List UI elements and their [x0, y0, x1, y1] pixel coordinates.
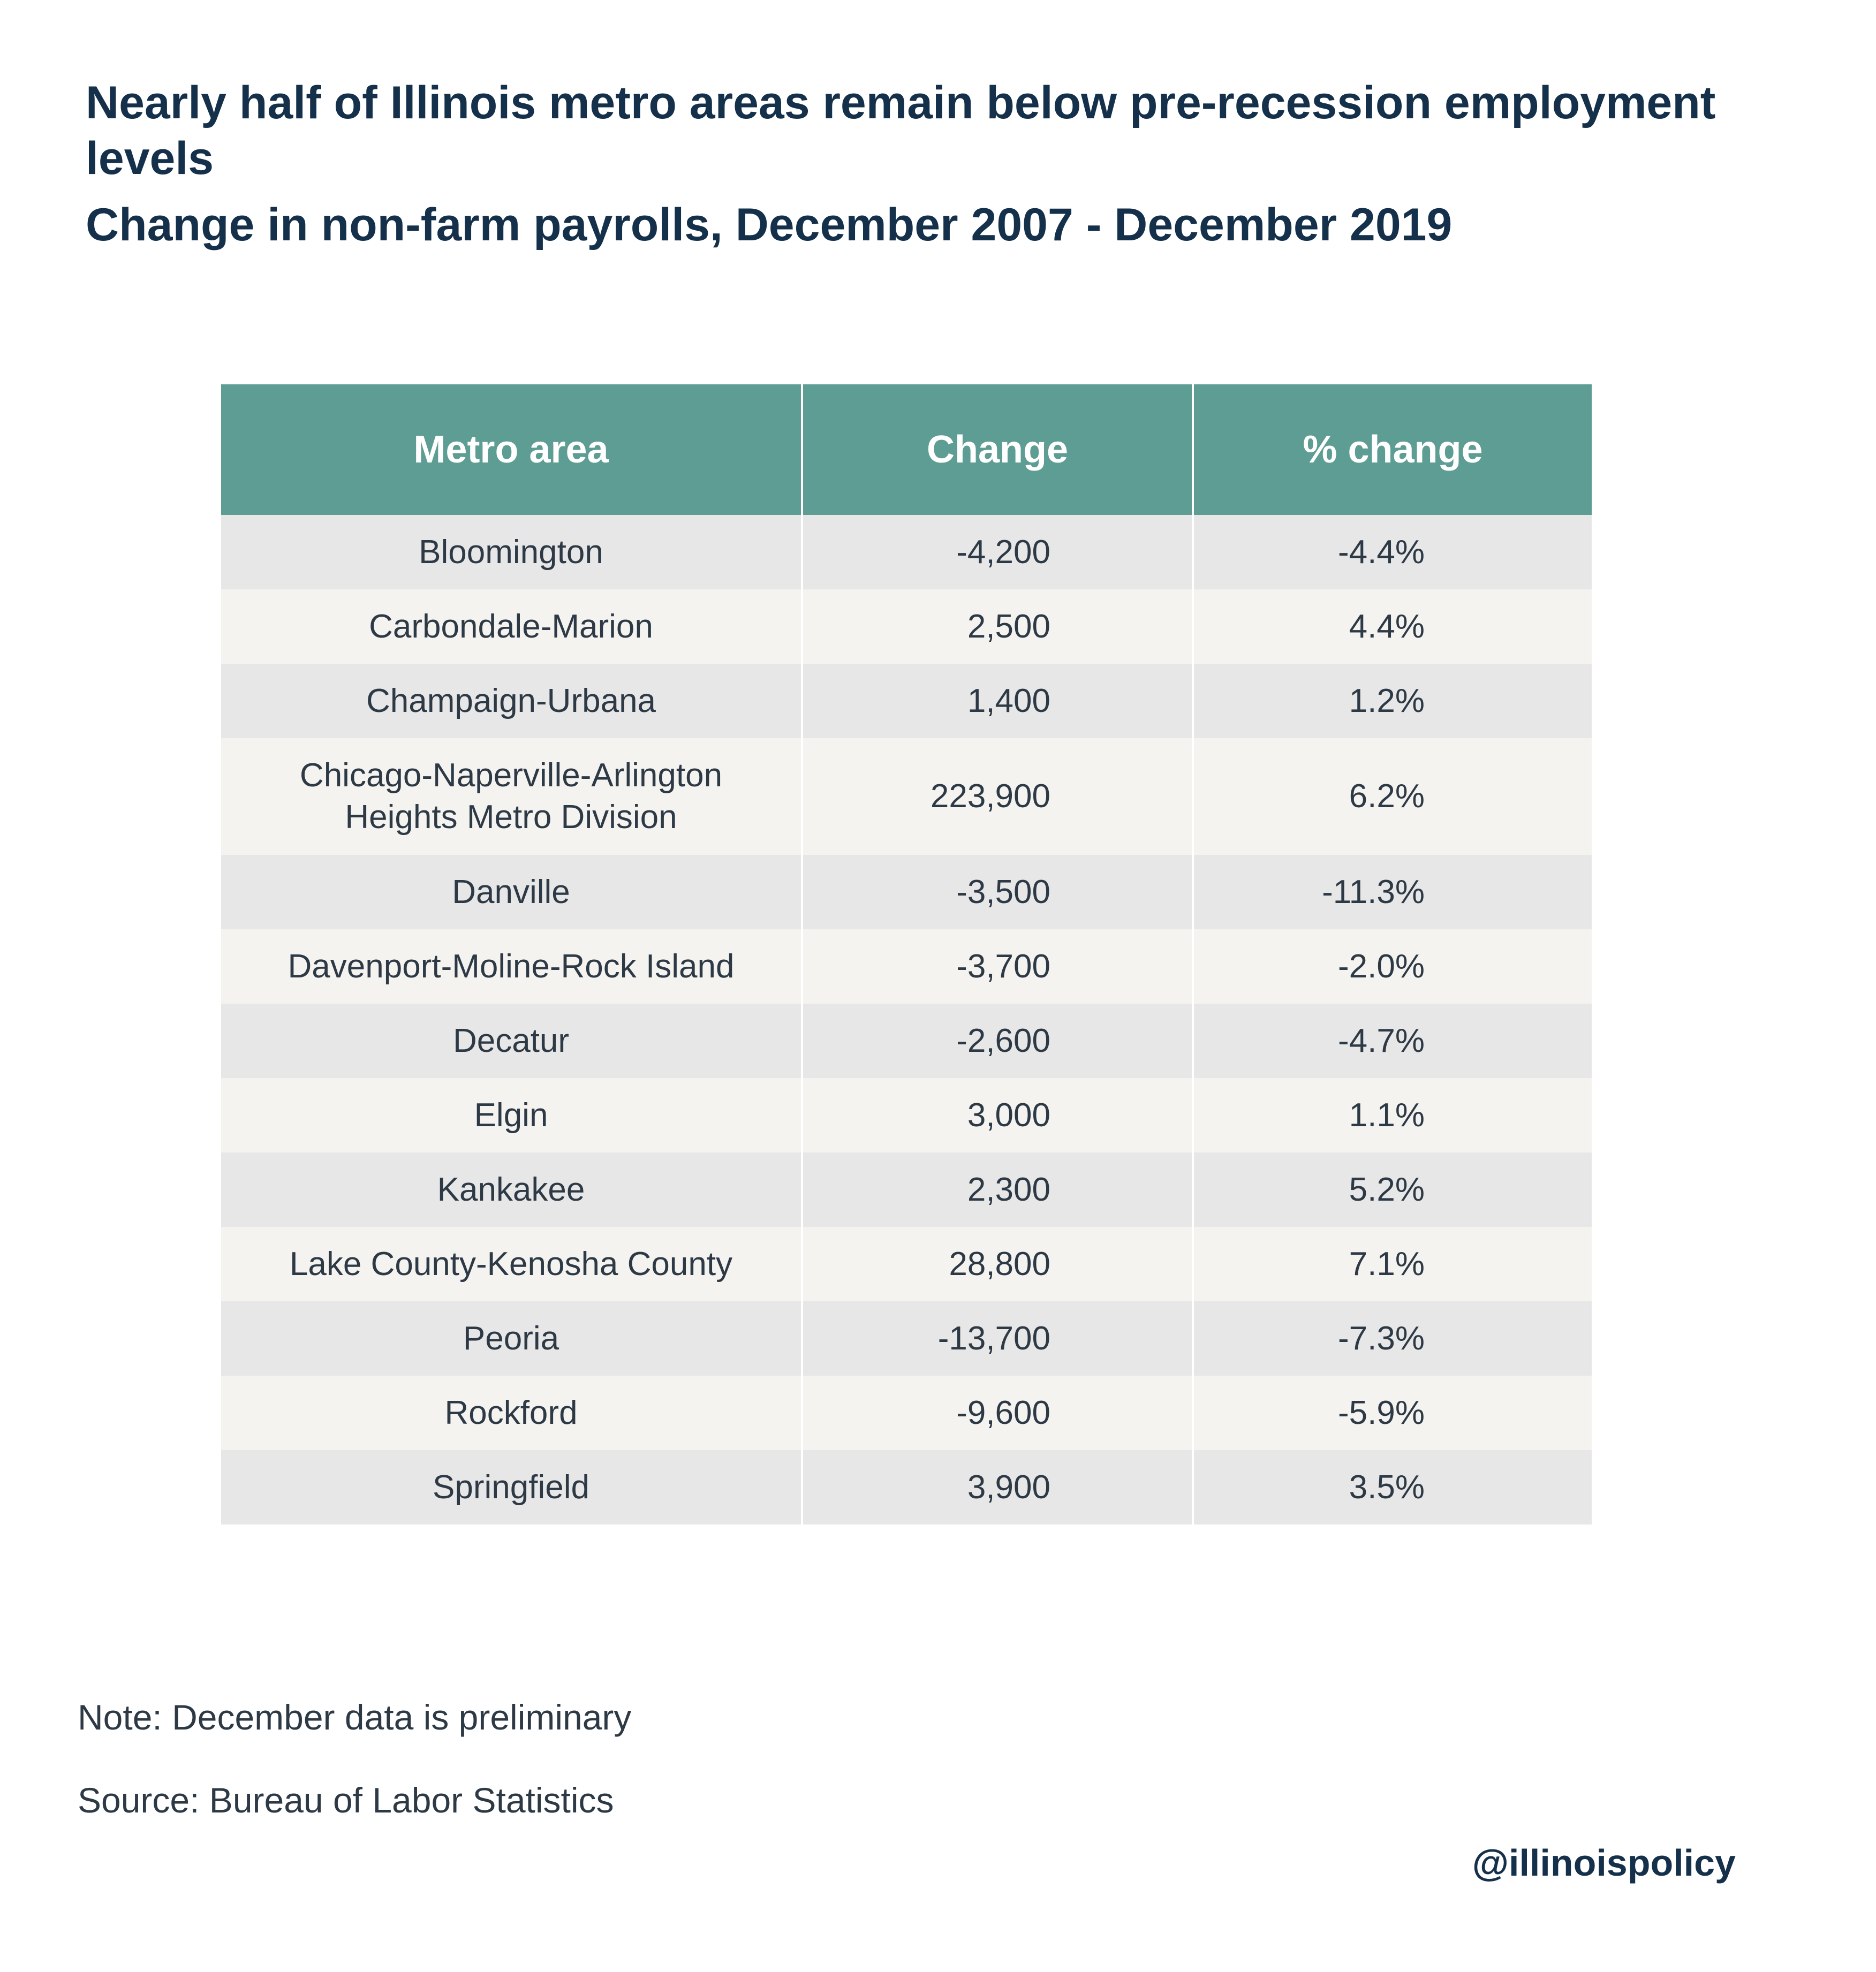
pct-change-cell: 3.5% [1193, 1450, 1592, 1524]
metro-cell: Carbondale-Marion [221, 589, 803, 664]
table-header: Metro area Change % change [221, 384, 1592, 515]
chart-title: Nearly half of Illinois metro areas rema… [86, 77, 1716, 184]
change-cell: -13,700 [802, 1301, 1194, 1376]
metro-cell: Rockford [221, 1376, 803, 1450]
metro-cell: Elgin [221, 1078, 803, 1152]
metro-cell: Davenport-Moline-Rock Island [221, 929, 803, 1004]
pct-change-cell: 5.2% [1193, 1152, 1592, 1227]
pct-change-cell: 1.1% [1193, 1078, 1592, 1152]
table-row: Springfield 3,900 3.5% [221, 1450, 1592, 1524]
table-row: Peoria -13,700 -7.3% [221, 1301, 1592, 1376]
change-cell: 223,900 [802, 738, 1194, 855]
table-row: Lake County-Kenosha County 28,800 7.1% [221, 1227, 1592, 1301]
table-row: Carbondale-Marion 2,500 4.4% [221, 589, 1592, 664]
table-row: Danville -3,500 -11.3% [221, 855, 1592, 929]
metro-cell: Lake County-Kenosha County [221, 1227, 803, 1301]
change-cell: -2,600 [802, 1004, 1194, 1078]
pct-change-cell: -7.3% [1193, 1301, 1592, 1376]
table-row: Chicago-Naperville-Arlington Heights Metr… [221, 738, 1592, 855]
data-table: Metro area Change % change Bloomington -4… [221, 384, 1592, 1524]
table-body: Bloomington -4,200 -4.4% Carbondale-Marion 2… [221, 515, 1592, 1524]
pct-change-cell: 1.2% [1193, 664, 1592, 738]
change-cell: 3,000 [802, 1078, 1194, 1152]
metro-cell: Springfield [221, 1450, 803, 1524]
metro-cell: Danville [221, 855, 803, 929]
pct-change-cell: -4.7% [1193, 1004, 1592, 1078]
metro-cell: Champaign-Urbana [221, 664, 803, 738]
data-table-container: Metro area Change % change Bloomington -4… [221, 384, 1592, 1524]
pct-change-cell: -2.0% [1193, 929, 1592, 1004]
table-row: Rockford -9,600 -5.9% [221, 1376, 1592, 1450]
pct-change-cell: 6.2% [1193, 738, 1592, 855]
change-cell: 1,400 [802, 664, 1194, 738]
change-cell: -3,700 [802, 929, 1194, 1004]
footnote: Note: December data is preliminary [78, 1697, 632, 1737]
chart-subtitle: Change in non-farm payrolls, December 20… [86, 199, 1453, 251]
change-cell: -3,500 [802, 855, 1194, 929]
table-row: Decatur -2,600 -4.7% [221, 1004, 1592, 1078]
pct-change-cell: -5.9% [1193, 1376, 1592, 1450]
table-row: Elgin 3,000 1.1% [221, 1078, 1592, 1152]
metro-cell: Chicago-Naperville-Arlington Heights Metr… [221, 738, 803, 855]
column-header-metro: Metro area [221, 384, 803, 515]
table-row: Champaign-Urbana 1,400 1.2% [221, 664, 1592, 738]
pct-change-cell: -11.3% [1193, 855, 1592, 929]
table-row: Bloomington -4,200 -4.4% [221, 515, 1592, 589]
pct-change-cell: -4.4% [1193, 515, 1592, 589]
table-row: Kankakee 2,300 5.2% [221, 1152, 1592, 1227]
change-cell: 28,800 [802, 1227, 1194, 1301]
change-cell: -4,200 [802, 515, 1194, 589]
metro-cell: Bloomington [221, 515, 803, 589]
change-cell: 2,500 [802, 589, 1194, 664]
metro-cell: Kankakee [221, 1152, 803, 1227]
change-cell: -9,600 [802, 1376, 1194, 1450]
table-row: Davenport-Moline-Rock Island -3,700 -2.0% [221, 929, 1592, 1004]
pct-change-cell: 4.4% [1193, 589, 1592, 664]
brand-handle: @illinoispolicy [1472, 1842, 1736, 1884]
column-header-pct-change: % change [1193, 384, 1592, 515]
change-cell: 2,300 [802, 1152, 1194, 1227]
column-header-change: Change [802, 384, 1194, 515]
metro-cell: Decatur [221, 1004, 803, 1078]
pct-change-cell: 7.1% [1193, 1227, 1592, 1301]
source-note: Source: Bureau of Labor Statistics [78, 1780, 614, 1820]
change-cell: 3,900 [802, 1450, 1194, 1524]
metro-cell: Peoria [221, 1301, 803, 1376]
